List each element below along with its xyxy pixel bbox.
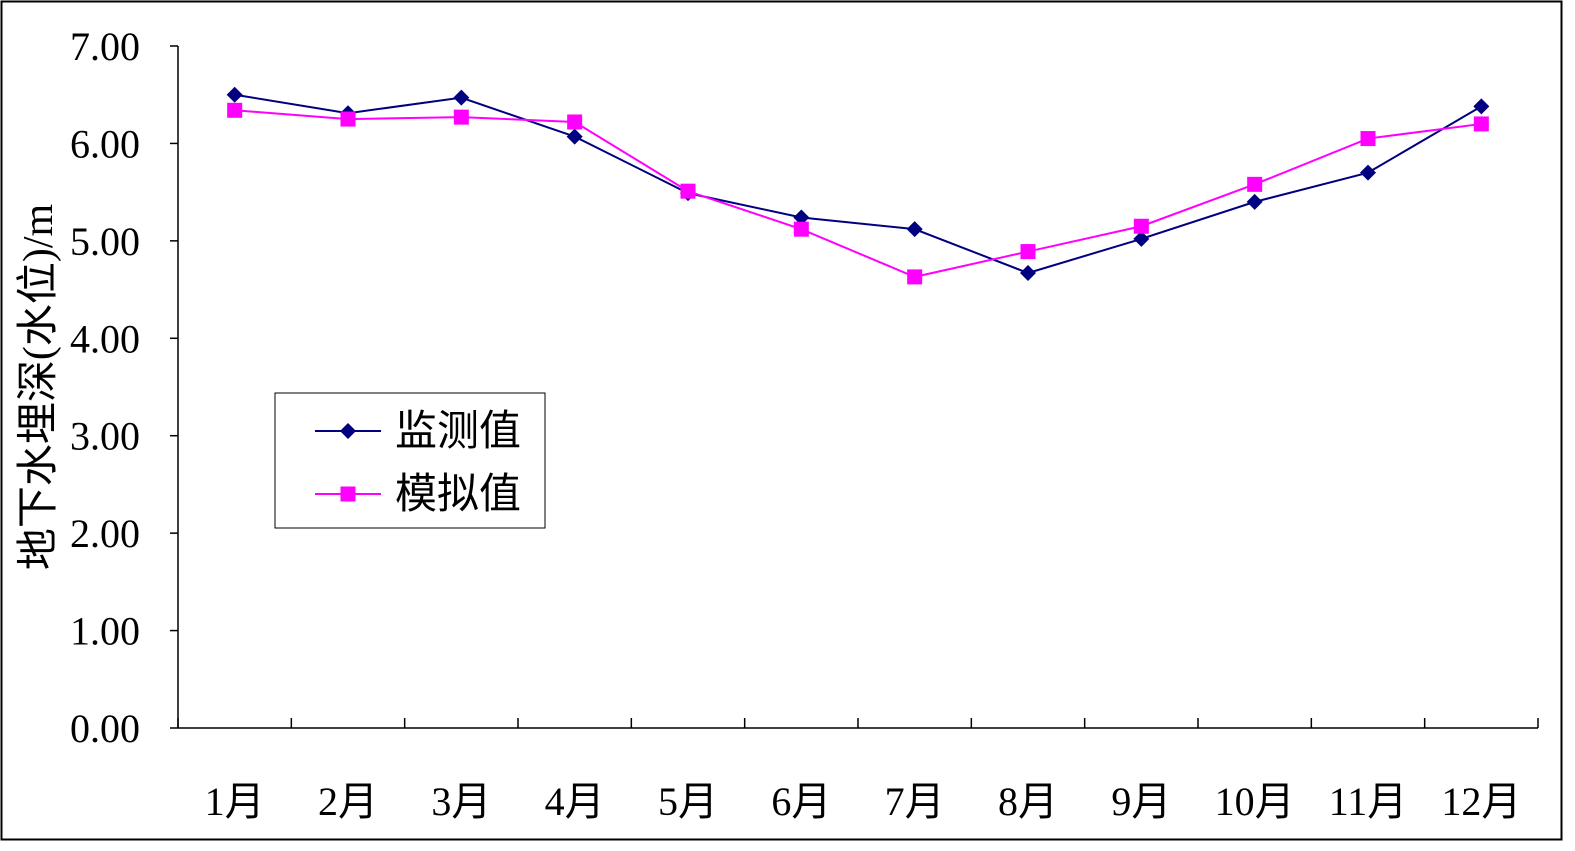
y-tick-label: 5.00 xyxy=(70,219,140,264)
x-tick-label: 12月 xyxy=(1441,779,1521,824)
data-point xyxy=(793,209,810,226)
series-line xyxy=(234,93,1482,275)
data-point xyxy=(453,89,470,106)
x-tick-label: 5月 xyxy=(658,779,718,824)
x-tick-label: 3月 xyxy=(431,779,491,824)
x-tick-labels: 1月 2月 3月 4月 5月 6月 7月 8月 9月 10月 11月 12月 xyxy=(205,779,1522,824)
data-point xyxy=(567,114,583,130)
y-tick-label: 2.00 xyxy=(70,511,140,556)
data-point xyxy=(1247,176,1263,192)
data-point xyxy=(453,109,469,125)
y-tick-label: 0.00 xyxy=(70,706,140,751)
data-point xyxy=(1020,265,1036,282)
x-tick-label: 1月 xyxy=(205,779,265,824)
legend-marker xyxy=(340,486,356,502)
legend-marker xyxy=(340,423,356,439)
data-point xyxy=(906,221,923,238)
data-point xyxy=(793,221,809,237)
y-tick-label: 3.00 xyxy=(70,414,140,459)
series-line xyxy=(234,109,1482,278)
x-tick-label: 2月 xyxy=(318,779,378,824)
y-tick-label: 6.00 xyxy=(70,121,140,166)
y-axis-title: 地下水埋深(水位)/m xyxy=(15,204,62,571)
y-tick-label: 1.00 xyxy=(70,609,140,654)
plot-axes xyxy=(170,45,1539,729)
y-tick-label: 7.00 xyxy=(70,24,140,69)
legend-box xyxy=(274,392,546,529)
x-tick-label: 6月 xyxy=(771,779,831,824)
data-point xyxy=(226,86,243,103)
series-2 xyxy=(227,102,1489,285)
x-tick-label: 9月 xyxy=(1111,779,1171,824)
data-point xyxy=(1360,131,1376,147)
data-point xyxy=(566,128,583,145)
x-tick-label: 8月 xyxy=(998,779,1058,824)
x-tick-label: 4月 xyxy=(545,779,605,824)
data-point xyxy=(227,102,243,118)
x-tick-label: 7月 xyxy=(885,779,945,824)
data-point xyxy=(1133,218,1149,234)
data-point xyxy=(1246,193,1263,210)
data-point xyxy=(1473,116,1489,132)
data-point xyxy=(907,269,923,285)
legend-label: 模拟值 xyxy=(395,472,521,518)
series-layer xyxy=(226,86,1490,285)
data-point xyxy=(1020,244,1036,260)
y-tick-label: 4.00 xyxy=(70,316,140,361)
data-point xyxy=(1473,98,1490,115)
data-point xyxy=(1360,164,1376,181)
data-point xyxy=(1133,230,1150,247)
y-tick-labels: 0.00 1.00 2.00 3.00 4.00 5.00 6.00 7.00 xyxy=(70,24,140,751)
x-tick-label: 10月 xyxy=(1215,779,1295,824)
legend-label: 监测值 xyxy=(395,409,521,455)
data-point xyxy=(680,183,696,199)
data-point xyxy=(340,111,356,127)
x-tick-label: 11月 xyxy=(1329,779,1408,824)
